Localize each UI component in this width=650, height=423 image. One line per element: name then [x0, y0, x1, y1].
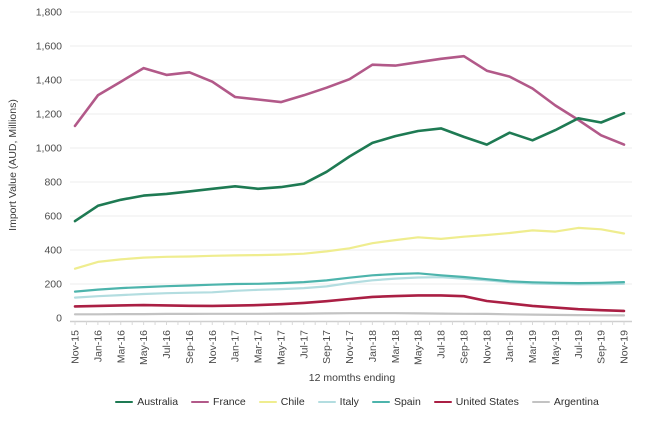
- x-axis-title: 12 momths ending: [309, 372, 396, 384]
- x-tick-label: Nov-16: [207, 330, 219, 364]
- legend-label-spain: Spain: [393, 396, 421, 408]
- x-tick-label: Mar-16: [115, 330, 127, 363]
- y-tick-label: 400: [44, 245, 62, 257]
- x-tick-label: May-18: [413, 330, 425, 365]
- gridlines: [70, 11, 632, 285]
- series-lines: [73, 54, 626, 317]
- x-tick-label: Sep-17: [321, 330, 333, 364]
- x-tick-label: May-17: [275, 330, 287, 365]
- x-tick-label: Nov-15: [70, 330, 82, 364]
- legend-label-united-states: United States: [455, 396, 519, 408]
- y-tick-label: 1,600: [36, 41, 62, 53]
- x-tick-label: Sep-16: [184, 330, 196, 364]
- x-axis-tick-labels: Nov-15 Jan-16 Mar-16 May-16 Jul-16 Sep-16 Nov-…: [70, 330, 631, 365]
- y-tick-label: 1,400: [36, 75, 62, 87]
- y-axis-title: Import Value (AUD, Millions): [7, 99, 19, 231]
- series-line-italy: [73, 276, 626, 299]
- chart-plot-area: 0 200 400 600 800 1,000 1,200 1,400 1,600 1,800 N…: [7, 7, 632, 384]
- series-line-australia: [73, 111, 626, 223]
- x-axis: [70, 320, 632, 325]
- x-tick-label: Jul-18: [436, 330, 448, 359]
- legend-item-chile: Chile: [258, 396, 305, 408]
- x-tick-label: Jan-18: [367, 330, 379, 362]
- legend-label-australia: Australia: [137, 396, 179, 408]
- legend-label-italy: Italy: [339, 396, 359, 408]
- legend-swatch-argentina: [531, 400, 550, 404]
- x-tick-label: Jul-17: [298, 330, 310, 359]
- x-tick-label: Jan-19: [504, 330, 516, 362]
- y-tick-label: 1,800: [36, 7, 62, 19]
- legend-swatch-australia: [115, 400, 134, 404]
- legend-item-spain: Spain: [371, 396, 421, 408]
- x-tick-label: Nov-17: [344, 330, 356, 364]
- legend-swatch-france: [191, 400, 210, 404]
- series-line-argentina: [73, 312, 626, 317]
- legend-item-argentina: Argentina: [531, 396, 599, 408]
- x-tick-label: Sep-19: [596, 330, 608, 364]
- series-line-united-states: [73, 294, 626, 313]
- x-tick-label: May-19: [550, 330, 562, 365]
- y-tick-label: 600: [44, 211, 62, 223]
- x-tick-label: Mar-17: [253, 330, 265, 363]
- x-tick-label: Mar-19: [527, 330, 539, 363]
- legend-swatch-chile: [258, 400, 277, 404]
- legend-swatch-spain: [371, 400, 390, 404]
- x-tick-label: Mar-18: [390, 330, 402, 363]
- x-tick-label: Jan-16: [92, 330, 104, 362]
- legend-swatch-italy: [317, 400, 336, 404]
- legend-item-australia: Australia: [115, 396, 178, 408]
- x-tick-label: Sep-18: [458, 330, 470, 364]
- chart-legend: Australia France Chile Italy Spain United Sta…: [70, 396, 644, 408]
- legend-swatch-united-states: [433, 400, 452, 404]
- y-axis-tick-labels: 0 200 400 600 800 1,000 1,200 1,400 1,600 1,800: [36, 7, 62, 325]
- legend-label-chile: Chile: [280, 396, 305, 408]
- x-tick-label: Jul-16: [161, 330, 173, 359]
- y-tick-label: 200: [44, 279, 62, 291]
- x-tick-label: Jul-19: [573, 330, 585, 359]
- y-tick-label: 0: [56, 313, 62, 325]
- series-line-france: [73, 54, 626, 146]
- series-line-chile: [73, 226, 626, 270]
- legend-label-argentina: Argentina: [553, 396, 599, 408]
- y-tick-label: 1,000: [36, 143, 62, 155]
- y-tick-label: 800: [44, 177, 62, 189]
- x-tick-label: Nov-19: [619, 330, 631, 364]
- legend-item-italy: Italy: [317, 396, 359, 408]
- legend-item-france: France: [191, 396, 246, 408]
- y-tick-label: 1,200: [36, 109, 62, 121]
- series-line-spain: [73, 272, 626, 293]
- legend-item-united-states: United States: [433, 396, 519, 408]
- x-tick-label: May-16: [138, 330, 150, 365]
- x-tick-label: Jan-17: [230, 330, 242, 362]
- legend-label-france: France: [213, 396, 246, 408]
- x-tick-label: Nov-18: [481, 330, 493, 364]
